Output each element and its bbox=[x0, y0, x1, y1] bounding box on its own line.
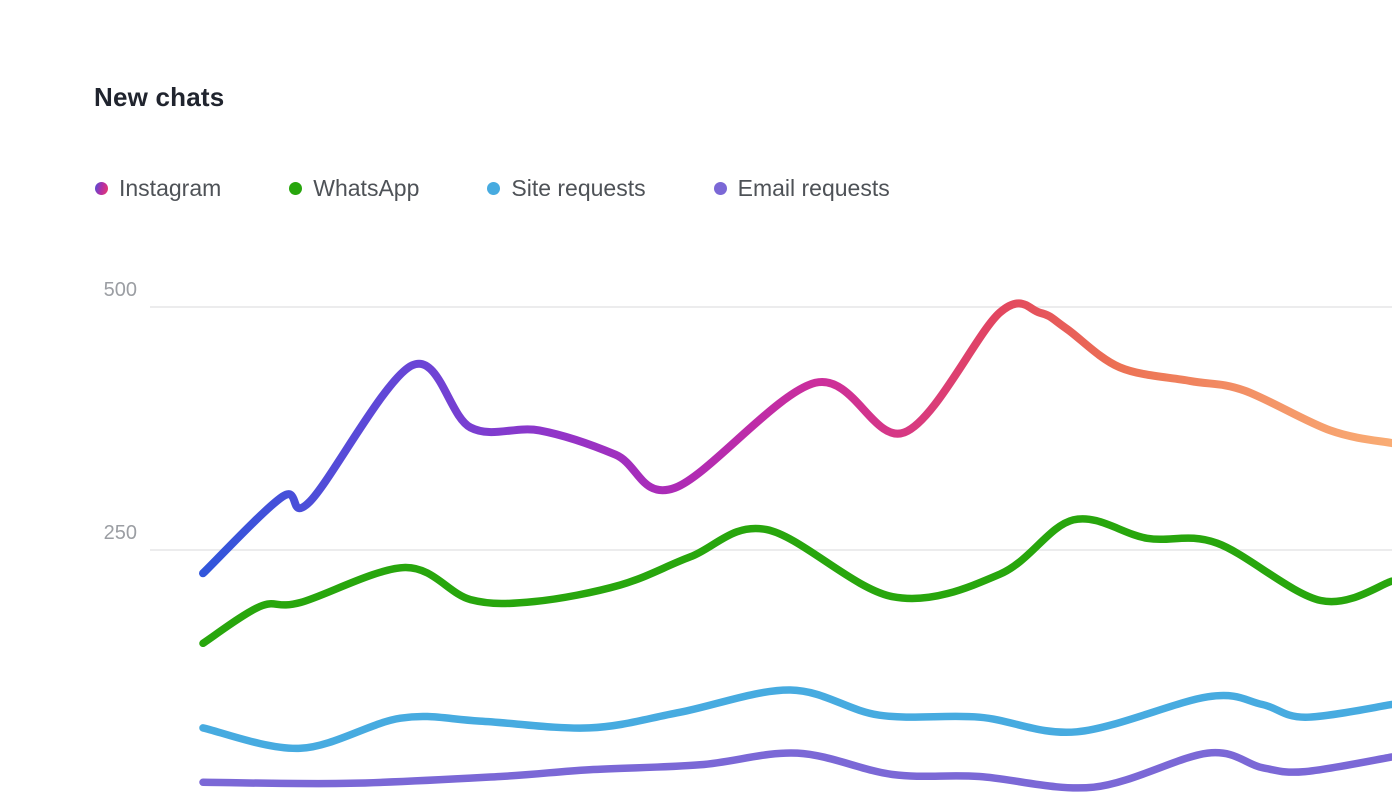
legend-label: Email requests bbox=[737, 175, 890, 201]
legend-item-whatsapp[interactable]: WhatsApp bbox=[289, 175, 419, 202]
page-title: New chats bbox=[94, 82, 225, 112]
series-line-whatsapp bbox=[199, 515, 1392, 648]
series-line-instagram bbox=[199, 299, 1392, 578]
whatsapp-series-dot-icon bbox=[289, 182, 303, 195]
site-requests-series-dot-icon bbox=[487, 182, 501, 195]
series-line-email-requests bbox=[199, 748, 1392, 792]
legend-label: WhatsApp bbox=[313, 175, 420, 201]
legend-item-site-requests[interactable]: Site requests bbox=[487, 175, 646, 202]
y-tick-label-500: 500 bbox=[104, 279, 137, 301]
chart-legend: Instagram WhatsApp Site requests Email r… bbox=[95, 175, 958, 202]
legend-item-email-requests[interactable]: Email requests bbox=[713, 175, 890, 202]
email-requests-series-dot-icon bbox=[713, 182, 727, 195]
series-line-site-requests bbox=[199, 686, 1392, 753]
instagram-series-dot-icon bbox=[95, 182, 108, 195]
legend-label: Instagram bbox=[119, 175, 222, 201]
legend-label: Site requests bbox=[511, 175, 646, 201]
y-tick-label-250: 250 bbox=[104, 522, 137, 544]
legend-item-instagram[interactable]: Instagram bbox=[95, 175, 221, 202]
